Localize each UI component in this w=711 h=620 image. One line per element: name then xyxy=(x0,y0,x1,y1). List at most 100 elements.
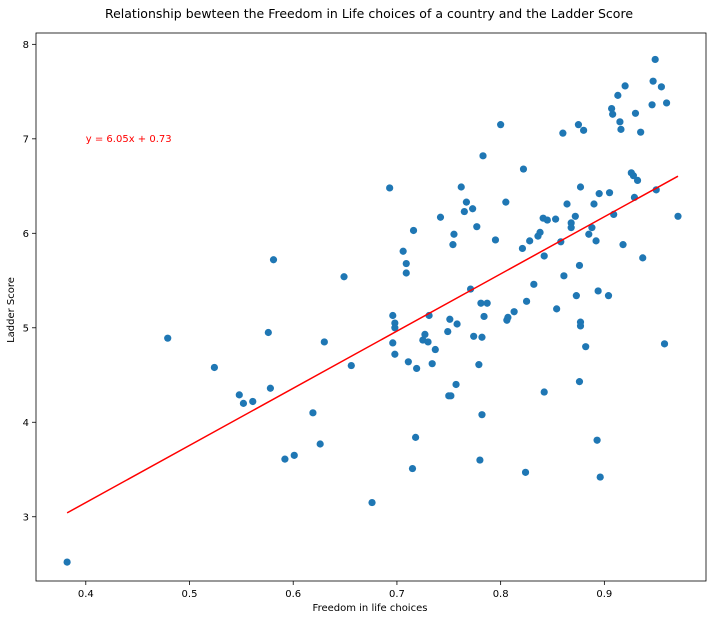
chart-title: Relationship bewteen the Freedom in Life… xyxy=(105,6,633,21)
scatter-point xyxy=(651,55,659,64)
scatter-point xyxy=(477,299,485,307)
scatter-point xyxy=(462,198,471,206)
scatter-point xyxy=(595,190,603,198)
scatter-point xyxy=(582,343,590,351)
scatter-point xyxy=(421,330,429,338)
scatter-point xyxy=(536,228,544,236)
scatter-point xyxy=(504,313,512,321)
scatter-point xyxy=(552,215,560,223)
scatter-point xyxy=(649,77,657,85)
scatter-point xyxy=(239,399,248,407)
scatter-point xyxy=(563,200,571,208)
regression-equation: y = 6.05x + 0.73 xyxy=(86,134,172,145)
scatter-point xyxy=(571,212,579,220)
scatter-point xyxy=(619,241,627,249)
scatter-point xyxy=(469,205,477,213)
scatter-point xyxy=(320,338,328,346)
scatter-point xyxy=(453,320,461,328)
scatter-point xyxy=(391,324,399,332)
scatter-point xyxy=(572,292,580,300)
scatter-point xyxy=(674,212,682,220)
scatter-point xyxy=(210,363,218,372)
scatter-point xyxy=(510,308,518,316)
scatter-point xyxy=(593,436,601,444)
scatter-point xyxy=(543,216,551,224)
scatter-point xyxy=(409,226,418,235)
y-axis-label: Ladder Score xyxy=(6,277,17,343)
scatter-point xyxy=(502,198,510,206)
scatter-point xyxy=(269,256,278,264)
scatter-point xyxy=(639,254,647,262)
plot-frame xyxy=(35,32,707,582)
scatter-point xyxy=(424,338,432,346)
scatter-point xyxy=(621,82,629,90)
scatter-point xyxy=(609,110,617,118)
x-tick-label: 0.5 xyxy=(182,589,198,600)
scatter-point xyxy=(389,311,397,320)
scatter-point xyxy=(340,273,348,281)
scatter-point xyxy=(637,128,645,136)
scatter-point xyxy=(476,456,484,464)
scatter-point xyxy=(266,384,274,392)
scatter-point xyxy=(519,165,528,173)
scatter-point xyxy=(574,121,583,129)
x-tick-label: 0.6 xyxy=(285,589,301,600)
scatter-point xyxy=(479,152,487,160)
scatter-point xyxy=(478,411,486,419)
scatter-point xyxy=(662,99,671,107)
regression-layer xyxy=(66,175,679,514)
scatter-point xyxy=(497,121,505,129)
scatter-point xyxy=(559,129,567,137)
x-axis-label: Freedom in life choices xyxy=(313,603,428,614)
scatter-point xyxy=(480,312,488,321)
scatter-point xyxy=(522,297,531,305)
scatter-point xyxy=(483,299,491,307)
scatter-point xyxy=(389,339,397,347)
scatter-point xyxy=(629,172,637,180)
scatter-point xyxy=(592,237,600,245)
y-tick-label: 7 xyxy=(23,134,29,145)
x-tick-label: 0.7 xyxy=(389,589,405,600)
scatter-point xyxy=(605,189,614,197)
scatter-point xyxy=(431,345,439,354)
scatter-point xyxy=(249,397,257,406)
scatter-point xyxy=(530,280,538,288)
scatter-point xyxy=(391,350,399,358)
scatter-point xyxy=(660,340,669,348)
scatter-point xyxy=(604,292,613,300)
x-tick-label: 0.8 xyxy=(493,589,509,600)
scatter-point xyxy=(553,305,561,313)
scatter-point xyxy=(460,207,468,216)
scatter-point xyxy=(264,328,272,337)
scatter-point xyxy=(540,252,548,260)
scatter-point xyxy=(470,332,478,340)
points-layer xyxy=(63,55,682,566)
scatter-point xyxy=(444,327,452,336)
scatter-point xyxy=(281,455,289,463)
scatter-point xyxy=(491,236,500,244)
scatter-point xyxy=(478,333,486,341)
scatter-point xyxy=(575,378,584,386)
scatter-point xyxy=(399,247,407,255)
scatter-point xyxy=(560,272,568,280)
scatter-point xyxy=(576,183,585,191)
scatter-point xyxy=(585,230,593,238)
scatter-point xyxy=(518,244,527,253)
scatter-point xyxy=(316,440,324,448)
y-tick-label: 8 xyxy=(23,40,29,51)
scatter-point xyxy=(633,176,642,184)
scatter-point xyxy=(235,391,243,399)
y-tick-label: 6 xyxy=(23,229,29,240)
scatter-point xyxy=(386,184,394,192)
regression-line xyxy=(66,175,679,514)
scatter-point xyxy=(290,451,298,459)
scatter-point xyxy=(457,183,465,191)
scatter-point xyxy=(576,322,585,330)
scatter-point xyxy=(575,261,584,270)
scatter-point xyxy=(404,358,412,366)
scatter-point xyxy=(436,213,445,221)
scatter-point xyxy=(446,315,454,323)
y-tick-label: 4 xyxy=(23,418,29,429)
scatter-point xyxy=(657,83,666,91)
